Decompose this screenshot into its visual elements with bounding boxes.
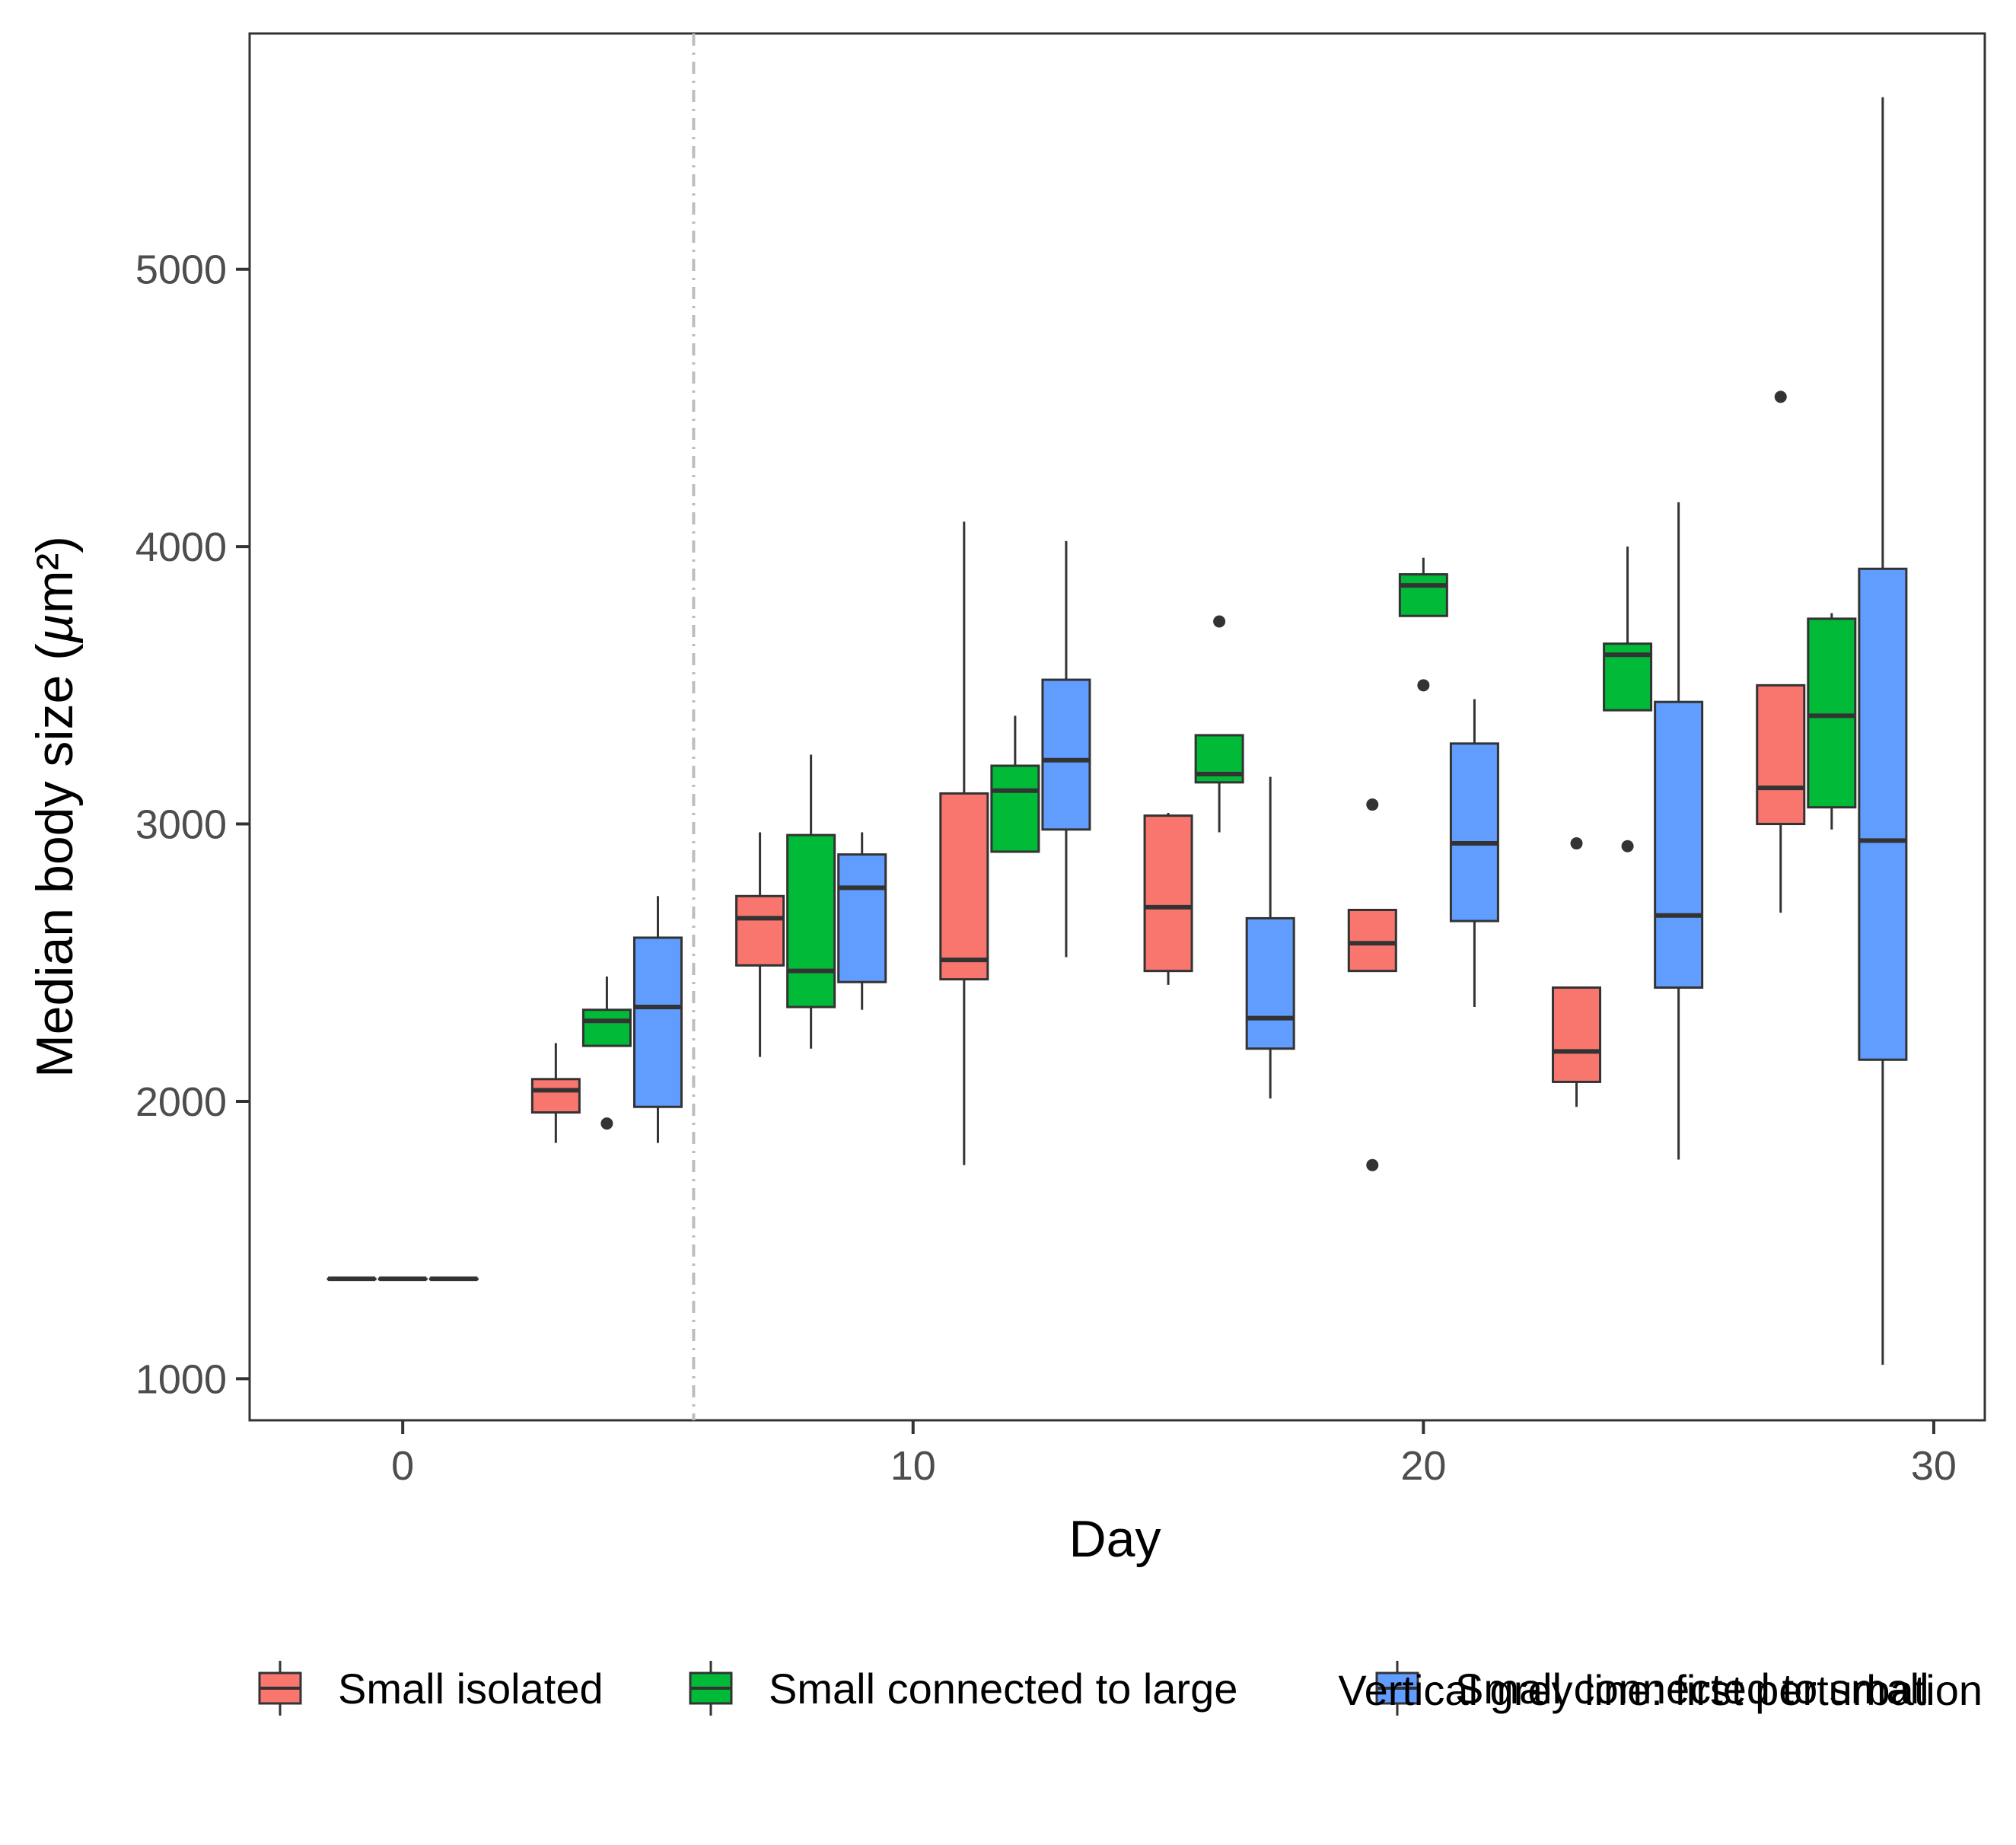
legend-label: Small isolated bbox=[338, 1665, 604, 1713]
box-small-isolated-15 bbox=[1347, 798, 1397, 1171]
legend-item: Small isolated bbox=[258, 1661, 604, 1716]
y-axis-title: Median body size (µm²) bbox=[26, 536, 84, 1078]
panel-border bbox=[248, 32, 1986, 1422]
iqr-box bbox=[837, 853, 887, 983]
iqr-box bbox=[1807, 617, 1857, 809]
box-small-connected-to-small-20 bbox=[1654, 502, 1704, 1160]
box-small-connected-to-large-16 bbox=[1398, 557, 1448, 692]
box-small-isolated-6 bbox=[735, 832, 785, 1057]
box-small-isolated-3 bbox=[530, 1043, 581, 1143]
outlier-point bbox=[1366, 798, 1379, 811]
y-tick-label: 5000 bbox=[135, 247, 227, 293]
box-small-connected-to-large-4 bbox=[581, 976, 632, 1130]
iqr-box bbox=[1347, 909, 1397, 973]
x-tick-label: 0 bbox=[391, 1443, 414, 1489]
y-axis-title-main: Median body size ( bbox=[26, 643, 84, 1078]
box-small-connected-to-small-8 bbox=[837, 832, 887, 1010]
x-axis-title: Day bbox=[1069, 1510, 1161, 1568]
legend-label: Small connected to small bbox=[1455, 1665, 1929, 1713]
x-tick-label: 30 bbox=[1911, 1443, 1957, 1489]
outlier-point bbox=[600, 1117, 613, 1130]
y-tick-label: 3000 bbox=[135, 802, 227, 848]
iqr-box bbox=[990, 764, 1040, 853]
legend-item: Small connected to large bbox=[689, 1661, 1237, 1716]
box-small-isolated-18 bbox=[1552, 837, 1602, 1107]
outlier-point bbox=[1774, 390, 1787, 403]
outlier-point bbox=[1417, 679, 1430, 692]
box-small-connected-to-large-10 bbox=[990, 715, 1040, 853]
iqr-box bbox=[1245, 916, 1295, 1050]
outlier-point bbox=[1213, 615, 1226, 628]
iqr-box bbox=[1449, 742, 1499, 922]
legend: Small isolated Small connected to large Sm… bbox=[258, 1661, 1929, 1716]
box-small-connected-to-large-13 bbox=[1194, 615, 1244, 833]
iqr-box bbox=[1552, 986, 1602, 1083]
box-small-connected-to-small-14 bbox=[1245, 776, 1295, 1099]
iqr-box bbox=[1041, 678, 1091, 831]
legend-item: Small connected to small bbox=[1375, 1661, 1929, 1716]
iqr-box bbox=[786, 833, 836, 1009]
iqr-box bbox=[1143, 814, 1193, 973]
legend-label: Small connected to large bbox=[769, 1665, 1237, 1713]
iqr-box bbox=[581, 1009, 632, 1047]
outlier-point bbox=[1366, 1158, 1379, 1171]
y-axis: 1000 2000 3000 4000 5000 bbox=[135, 247, 250, 1402]
y-axis-title-tail: m²) bbox=[26, 536, 84, 613]
iqr-box bbox=[1654, 700, 1704, 989]
box-small-isolated-12 bbox=[1143, 812, 1193, 985]
box-small-connected-to-small-23 bbox=[1858, 97, 1908, 1365]
iqr-box bbox=[1398, 573, 1448, 617]
box-small-connected-to-small-17 bbox=[1449, 699, 1499, 1008]
iqr-box bbox=[530, 1078, 581, 1114]
outlier-point bbox=[1621, 840, 1634, 852]
box-small-connected-to-small-5 bbox=[632, 896, 683, 1143]
box-small-connected-to-large-7 bbox=[786, 754, 836, 1049]
box-small-isolated-9 bbox=[939, 521, 989, 1165]
box-small-isolated-21 bbox=[1756, 390, 1806, 913]
iqr-box bbox=[939, 792, 989, 981]
x-tick-label: 10 bbox=[890, 1443, 936, 1489]
box-small-connected-to-large-22 bbox=[1807, 613, 1857, 830]
caption: Vertical grey line: first perturbation bbox=[1338, 1666, 1983, 1714]
y-tick-label: 1000 bbox=[135, 1356, 227, 1402]
box-small-connected-to-large-19 bbox=[1603, 546, 1653, 852]
y-tick-label: 4000 bbox=[135, 524, 227, 570]
box-small-connected-to-small-11 bbox=[1041, 540, 1091, 958]
y-axis-title-mu: µ bbox=[26, 613, 84, 644]
iqr-box bbox=[632, 936, 683, 1108]
y-tick-label: 2000 bbox=[135, 1079, 227, 1125]
iqr-box bbox=[1858, 567, 1908, 1061]
x-tick-label: 20 bbox=[1400, 1443, 1446, 1489]
iqr-box bbox=[735, 894, 785, 967]
x-axis: 0 10 20 30 bbox=[391, 1420, 1957, 1489]
plot-area bbox=[248, 32, 1986, 1422]
iqr-box bbox=[1756, 684, 1806, 826]
outlier-point bbox=[1570, 837, 1583, 850]
